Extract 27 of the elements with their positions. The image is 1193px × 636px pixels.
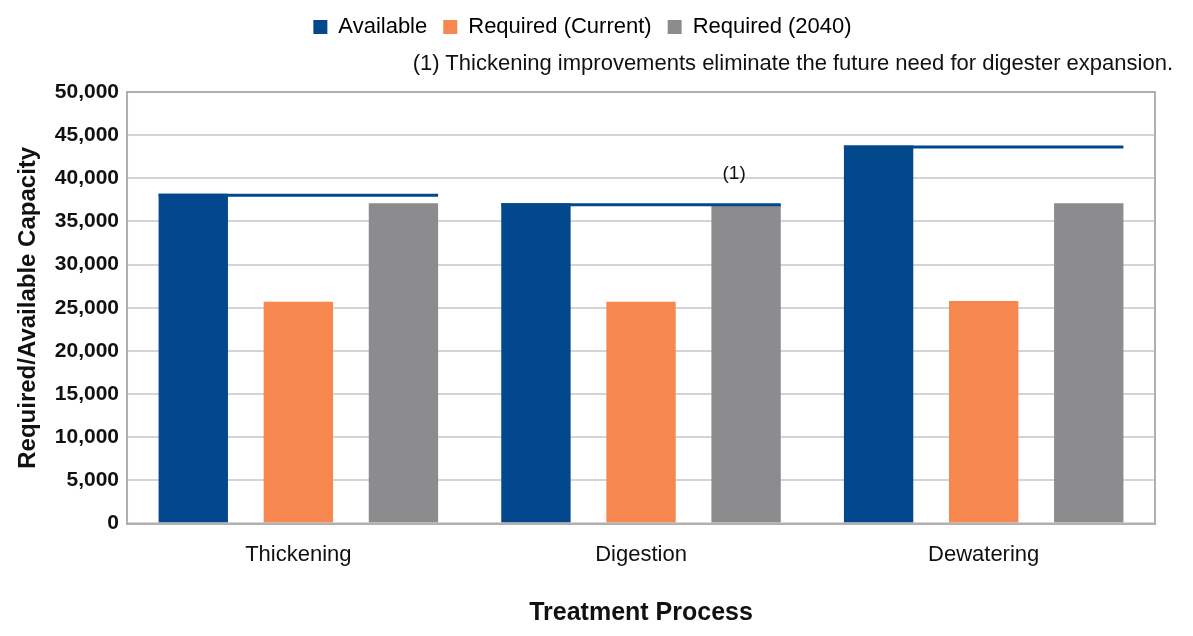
y-tick-label: 10,000	[54, 424, 120, 448]
y-tick-label: 15,000	[54, 380, 120, 404]
annotation: (1)	[722, 161, 746, 183]
x-tick-label: Thickening	[245, 540, 352, 566]
y-axis-title: Required/Available Capacity	[13, 146, 41, 469]
bar	[606, 301, 676, 523]
y-tick-label: 30,000	[54, 251, 120, 275]
bar	[263, 301, 334, 523]
bar	[1054, 203, 1124, 523]
y-tick-label: 50,000	[54, 78, 120, 102]
y-tick-label: 25,000	[54, 294, 120, 318]
legend-label: Available	[338, 13, 428, 39]
y-tick-label: 5,000	[66, 467, 120, 491]
y-tick-label: 0	[107, 510, 120, 534]
text: (1) Thickening improvements eliminate the future need for digester expansion.	[412, 50, 1173, 76]
bar	[711, 205, 781, 523]
x-tick-label: Dewatering	[928, 540, 1040, 566]
x-axis-title: Treatment Process	[529, 596, 753, 625]
bar	[368, 203, 439, 523]
y-tick-label: 40,000	[54, 165, 120, 189]
x-tick-label: Digestion	[595, 540, 687, 566]
y-tick-label: 35,000	[54, 208, 120, 232]
legend-label: Required (2040)	[692, 13, 852, 39]
bar	[949, 300, 1019, 523]
y-tick-label: 20,000	[54, 337, 120, 361]
legend-label: Required (Current)	[468, 13, 652, 39]
y-tick-label: 45,000	[54, 121, 120, 145]
